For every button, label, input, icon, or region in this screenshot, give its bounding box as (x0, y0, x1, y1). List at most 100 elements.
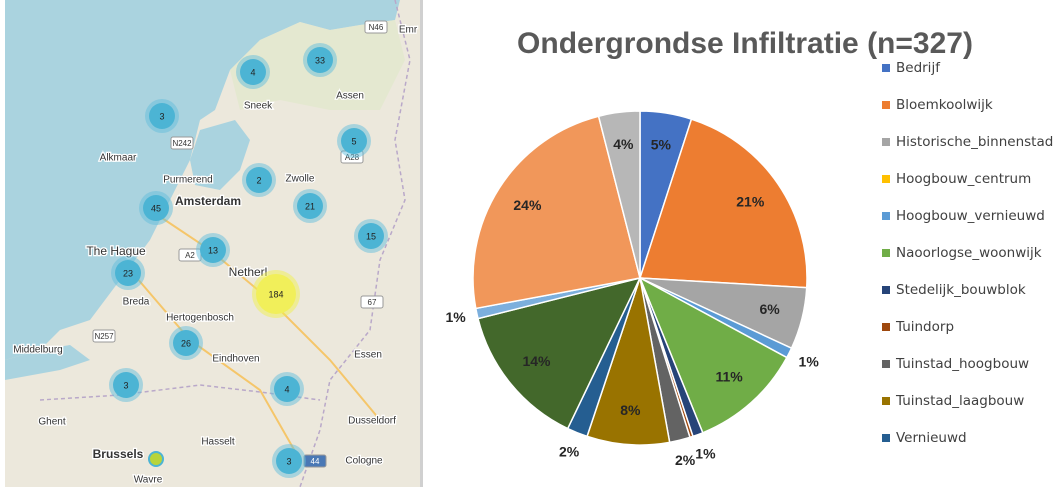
place-label: Amsterdam (175, 194, 241, 208)
legend-label: Tuindorp (896, 319, 955, 335)
map: Sneek Assen Alkmaar Purmerend Zwolle Amsterda… (5, 0, 423, 487)
cluster-count: 5 (351, 136, 356, 146)
data-label: 2% (675, 452, 696, 468)
legend-swatch (882, 101, 890, 109)
legend-label: Hoogbouw_centrum (896, 171, 1032, 187)
cluster-count: 23 (123, 268, 133, 278)
place-label: The Hague (86, 244, 146, 258)
estuary (5, 345, 90, 380)
road-shield (364, 20, 388, 34)
legend-item: Tuindorp (882, 319, 1057, 356)
road-shield (170, 136, 194, 150)
road (129, 269, 301, 461)
cluster-count: 15 (366, 231, 376, 241)
cluster-count: 4 (250, 67, 255, 77)
legend-label: Bedrijf (896, 60, 940, 76)
place-label: Dusseldorf (348, 416, 396, 427)
legend-label: Historische_binnenstad (896, 134, 1054, 150)
place-label: Zwolle (286, 174, 315, 185)
data-label: 24% (513, 197, 542, 213)
place-label: Ghent (38, 417, 65, 428)
cluster-count: 21 (305, 201, 315, 211)
place-label: Hasselt (201, 437, 235, 448)
legend-item: Bedrijf (882, 60, 1057, 97)
road-shield (92, 329, 116, 343)
place-label: Alkmaar (100, 153, 137, 164)
divider (420, 0, 423, 487)
cluster-count: 45 (151, 203, 161, 213)
data-label: 8% (620, 402, 641, 418)
place-label: Purmerend (163, 175, 212, 186)
data-label: 14% (522, 353, 551, 369)
chart-title: Ondergrondse Infiltratie (n=327) (517, 27, 973, 60)
data-label: 4% (613, 136, 634, 152)
legend-swatch (882, 249, 890, 257)
road-label: 44 (311, 457, 320, 466)
legend-label: Hoogbouw_vernieuwd (896, 208, 1045, 224)
cluster-core (115, 260, 141, 286)
road-label: A2 (185, 251, 195, 260)
data-label: 11% (715, 368, 743, 384)
pie-slice (477, 276, 642, 430)
legend-label: Tuinstad_laagbouw (896, 393, 1025, 409)
cluster-core (358, 223, 384, 249)
legend-item: Hoogbouw_vernieuwd (882, 208, 1057, 245)
cluster (148, 451, 164, 467)
cluster-core (246, 167, 272, 193)
cluster-count: 13 (208, 245, 218, 255)
pie-slice (638, 276, 788, 434)
data-label: 1% (799, 353, 820, 369)
road-label: 67 (368, 298, 377, 307)
road-label: N257 (94, 332, 114, 341)
cluster-core (341, 128, 367, 154)
cluster-core (113, 372, 139, 398)
place-label: Assen (336, 91, 364, 102)
legend: Bedrijf Bloemkoolwijk Historische_binnenst… (882, 60, 1057, 467)
cluster-core (200, 237, 226, 263)
place-label: Breda (123, 297, 150, 308)
chart: Ondergrondse Infiltratie (n=327) 5% 21% 6%… (445, 27, 973, 468)
legend-swatch (882, 138, 890, 146)
legend-label: Vernieuwd (896, 430, 967, 446)
legend-swatch (882, 64, 890, 72)
legend-item: Stedelijk_bouwblok (882, 282, 1057, 319)
data-label: 5% (651, 137, 672, 153)
pie-slice (597, 110, 641, 279)
cluster-core (297, 193, 323, 219)
legend-swatch (882, 360, 890, 368)
legend-item: Bloemkoolwijk (882, 97, 1057, 134)
cluster-core (274, 376, 300, 402)
legend-item: Naoorlogse_woonwijk (882, 245, 1057, 282)
legend-swatch (882, 434, 890, 442)
place-label: Wavre (134, 475, 163, 486)
cluster-core (173, 330, 199, 356)
data-label: 6% (759, 301, 780, 317)
legend-label: Naoorlogse_woonwijk (896, 245, 1042, 261)
legend-label: Tuinstad_hoogbouw (896, 356, 1030, 372)
data-label: 1% (445, 309, 466, 325)
data-label: 1% (695, 446, 716, 462)
cluster-core (149, 103, 175, 129)
road-label: N242 (172, 139, 192, 148)
lake (190, 120, 250, 190)
cluster-count: 26 (181, 338, 191, 348)
cluster-count: 33 (315, 55, 325, 65)
data-label: 2% (559, 444, 580, 460)
cluster-count: 3 (286, 456, 291, 466)
place-label: Essen (354, 350, 382, 361)
cluster-core (143, 195, 169, 221)
sea (5, 0, 400, 360)
road-shield (360, 295, 384, 309)
border (299, 0, 411, 487)
legend-item: Tuinstad_laagbouw (882, 393, 1057, 430)
place-label: Eindhoven (212, 354, 259, 365)
legend-label: Stedelijk_bouwblok (896, 282, 1026, 298)
place-label: Middelburg (13, 345, 62, 356)
legend-item: Hoogbouw_centrum (882, 171, 1057, 208)
legend-item: Tuinstad_hoogbouw (882, 356, 1057, 393)
cluster-core (256, 274, 296, 314)
road-label: N46 (369, 23, 384, 32)
legend-item: Historische_binnenstad (882, 134, 1057, 171)
legend-swatch (882, 397, 890, 405)
